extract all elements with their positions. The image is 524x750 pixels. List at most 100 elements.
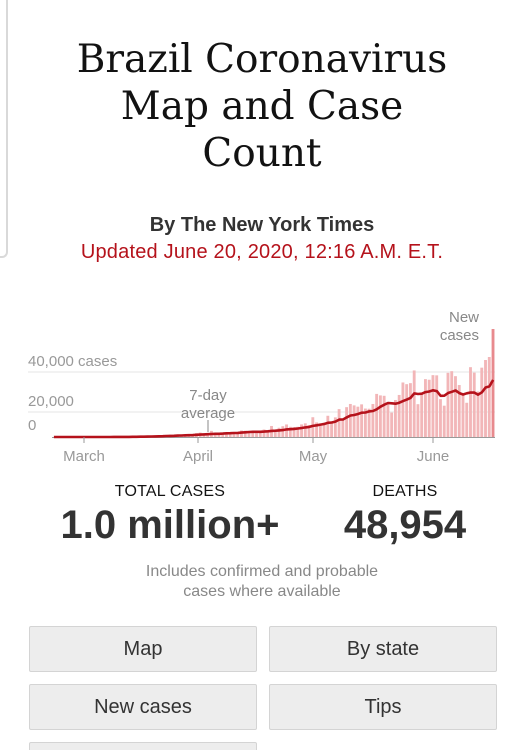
average-annotation-label-line2: average: [181, 405, 235, 422]
bar: [243, 430, 247, 437]
seven-day-average-line: [53, 379, 495, 439]
byline: By The New York Times: [149, 214, 375, 236]
bar: [442, 405, 446, 437]
bar: [439, 399, 442, 437]
bar: [322, 422, 326, 437]
bar: [476, 391, 480, 437]
bar: [484, 360, 487, 437]
bar: [367, 408, 371, 437]
bar: [446, 372, 450, 437]
bar: [375, 393, 379, 437]
deaths-value: 48,954: [343, 503, 467, 547]
bar: [450, 371, 454, 437]
new-cases-button[interactable]: New cases: [29, 684, 257, 730]
bar: [480, 367, 484, 437]
data-note: Includes confirmed and probable cases wh…: [0, 562, 524, 602]
window-edge: [0, 0, 8, 258]
tips-button[interactable]: Tips: [269, 684, 497, 730]
bar: [333, 417, 337, 437]
bar: [409, 383, 412, 437]
bar: [341, 418, 345, 437]
bar: [472, 372, 476, 437]
by-state-button[interactable]: By state: [269, 626, 497, 672]
bar: [461, 393, 465, 437]
bar: [258, 432, 262, 437]
bar: [318, 423, 322, 437]
bar: [469, 367, 472, 437]
bar: [303, 423, 307, 437]
map-button[interactable]: Map: [29, 626, 257, 672]
bar: [382, 395, 386, 437]
data-note-line-2: cases where available: [183, 583, 341, 600]
bar: [454, 376, 457, 437]
bar: [288, 426, 292, 437]
bar: [435, 375, 439, 437]
deaths-stat: DEATHS 48,954: [300, 483, 510, 547]
total-cases-value: 1.0 million+: [60, 503, 280, 547]
y-tick-label: 20,000: [28, 393, 74, 410]
title-line-2: Map and Case: [120, 84, 404, 129]
page-title: Brazil Coronavirus Map and Case Count: [20, 36, 504, 177]
bar: [217, 434, 221, 437]
bar: [330, 421, 334, 437]
deaths-label: DEATHS: [372, 483, 438, 500]
bar: [405, 384, 409, 437]
x-tick-label: May: [299, 448, 328, 465]
bar: [491, 329, 495, 437]
bar: [371, 403, 375, 437]
bar: [465, 402, 469, 437]
bar: [281, 426, 285, 437]
title-line-1: Brazil Coronavirus: [76, 37, 448, 82]
bar: [427, 379, 431, 437]
bar: [292, 427, 296, 437]
bar: [424, 379, 427, 437]
bar: [266, 429, 270, 437]
bar: [386, 402, 390, 437]
bar: [356, 406, 360, 437]
bar: [363, 408, 367, 437]
bar: [360, 404, 364, 437]
bar: [300, 424, 303, 437]
data-note-line-1: Includes confirmed and probable: [145, 563, 379, 580]
chart-x-axis: March April May June: [63, 437, 449, 465]
x-tick-label: March: [63, 448, 105, 465]
bar: [232, 432, 236, 437]
bar: [221, 434, 225, 437]
bar: [326, 415, 330, 437]
bar: [352, 405, 356, 437]
bar: [397, 394, 401, 437]
bar: [307, 425, 311, 437]
bar: [390, 412, 394, 437]
new-cases-chart: 0 20,000 40,000 cases 7-day average New ca…: [28, 309, 495, 465]
x-tick-label: June: [417, 448, 450, 465]
bar: [337, 409, 341, 437]
bar: [431, 375, 435, 437]
more-button[interactable]: [29, 742, 257, 750]
bar: [345, 407, 349, 437]
bar: [401, 382, 405, 437]
average-annotation-label: 7-day: [189, 387, 227, 404]
y-tick-label: 0: [28, 417, 36, 434]
new-cases-annotation-label-line2: cases: [440, 327, 479, 344]
bar: [487, 357, 491, 437]
bar: [255, 433, 258, 437]
chart-bars: [52, 329, 495, 437]
bar: [247, 431, 251, 437]
bar: [251, 432, 255, 437]
bar: [416, 404, 420, 437]
bar: [296, 426, 300, 437]
updated-timestamp: Updated June 20, 2020, 12:16 A.M. E.T.: [80, 241, 444, 263]
chart-y-labels: 0 20,000 40,000 cases: [28, 353, 117, 434]
bar: [315, 422, 319, 437]
title-line-3: Count: [202, 131, 322, 176]
bar: [277, 427, 281, 437]
y-tick-label: 40,000 cases: [28, 353, 117, 370]
bar: [273, 430, 277, 437]
bar: [348, 403, 352, 437]
bar: [393, 399, 397, 437]
x-tick-label: April: [183, 448, 213, 465]
total-cases-stat: TOTAL CASES 1.0 million+: [40, 483, 300, 547]
bar: [236, 432, 240, 437]
bar: [262, 429, 266, 437]
bar: [412, 370, 416, 437]
